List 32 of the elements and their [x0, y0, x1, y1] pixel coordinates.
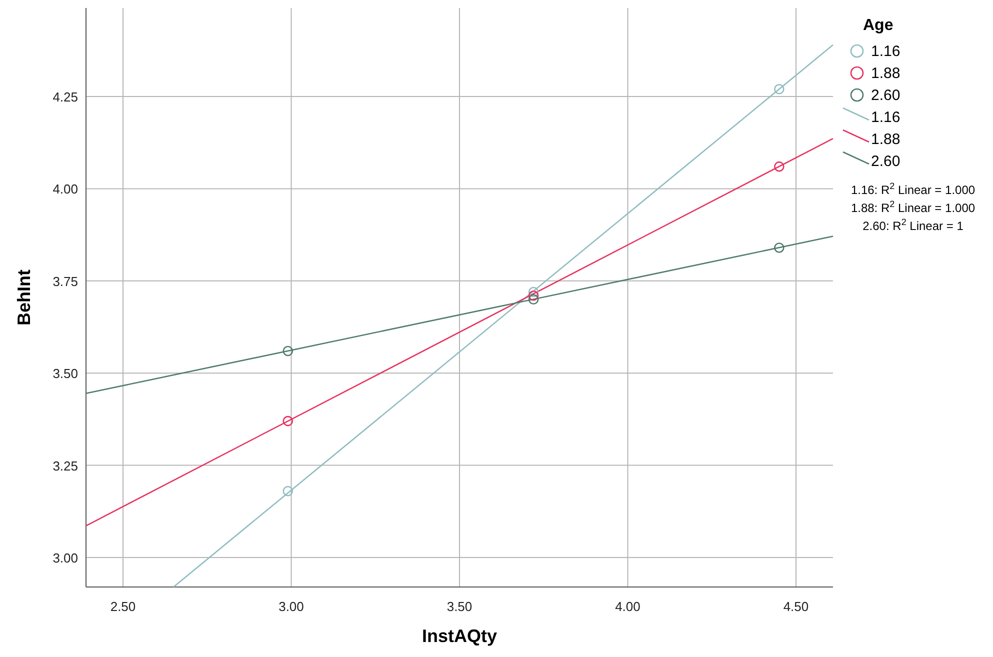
legend-label: 2.60 [871, 87, 900, 104]
point [282, 416, 294, 426]
text: 1.16: R$^{2}$ Linear = 1.000 [850, 181, 976, 197]
legend-label: 2.60 [871, 153, 900, 170]
legend-label: 1.88 [871, 65, 900, 82]
x-tick-label: 2.50 [110, 599, 136, 614]
legend-label: 1.16 [871, 109, 900, 126]
y-tick-label: 4.00 [52, 182, 78, 197]
y-tick-label: 3.50 [52, 366, 78, 382]
x-tick-label: 3.00 [278, 599, 304, 614]
x-axis-title: InstAQty [422, 626, 498, 646]
y-tick-label: 3.25 [52, 458, 78, 474]
point [528, 294, 539, 304]
point [774, 242, 784, 253]
y-axis-title: BehInt [14, 270, 34, 326]
y-tick-label: 4.25 [52, 90, 78, 105]
point [774, 161, 784, 172]
point [774, 84, 784, 94]
text: 1.88: R$^{2}$ Linear = 1.000 [850, 199, 976, 215]
x-tick-label: 4.50 [783, 599, 809, 614]
point [528, 286, 539, 298]
text: 2.60: R$^{2}$ Linear = 1 [862, 217, 964, 233]
x-tick-label: 3.50 [446, 599, 472, 614]
point [282, 346, 294, 356]
legend-label: 1.16 [871, 43, 900, 60]
legend-title: Age [863, 17, 894, 34]
x-tick-label: 4.00 [615, 599, 640, 614]
y-tick-label: 3.75 [52, 274, 78, 289]
y-tick-label: 3.00 [52, 550, 78, 566]
point [528, 290, 539, 301]
legend-label: 1.88 [871, 131, 900, 148]
point [282, 486, 294, 496]
